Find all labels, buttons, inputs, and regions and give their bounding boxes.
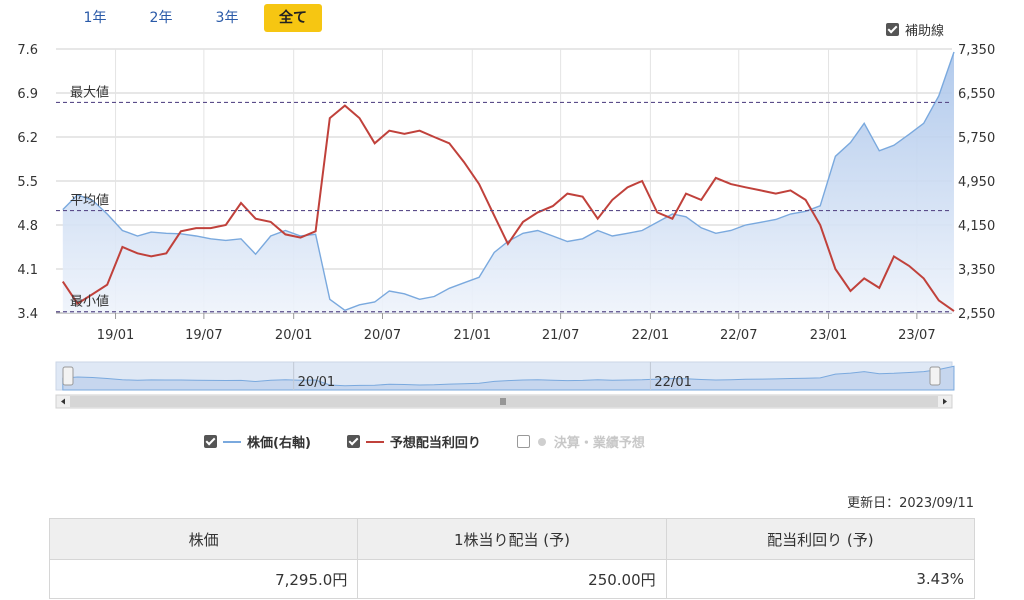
- y-left-tick: 5.5: [17, 175, 38, 190]
- x-tick-label: 22/07: [720, 328, 757, 343]
- y-left-tick: 6.2: [17, 131, 38, 146]
- header-dividend: 1株当り配当 (予): [357, 518, 667, 560]
- period-tabs: 1年 2年 3年 全て: [62, 4, 322, 32]
- tab-2-year[interactable]: 2年: [149, 10, 173, 26]
- price-area: [62, 52, 955, 313]
- x-tick-label: 20/07: [364, 328, 401, 343]
- x-tick-label: 21/07: [542, 328, 579, 343]
- value-dividend: 250.00円: [357, 559, 667, 599]
- x-tick-label: 19/01: [97, 328, 134, 343]
- aux-lines-label: 補助線: [905, 24, 945, 39]
- checkbox-unchecked-icon[interactable]: [516, 435, 530, 448]
- scroll-right-arrow-icon[interactable]: [943, 398, 947, 405]
- legend-item-price[interactable]: 株価(右軸): [204, 432, 311, 451]
- legend-line-icon: [223, 440, 241, 443]
- table-row: 7,295.0円 250.00円 3.43%: [48, 559, 976, 599]
- legend-line-icon: [365, 440, 384, 443]
- x-tick-label: 22/01: [632, 328, 669, 343]
- yield-line: [61, 104, 955, 312]
- y-right-tick: 6,550: [958, 87, 995, 102]
- legend-label-earnings: 決算・業績予想: [553, 436, 645, 451]
- navigator-tick-label: 22/01: [654, 375, 691, 390]
- legend-label-yield: 予想配当利回り: [389, 436, 481, 451]
- navigator-tick-label: 20/01: [298, 375, 335, 390]
- checkbox-checked-icon[interactable]: [346, 435, 360, 448]
- reference-label: 最小値: [70, 294, 109, 310]
- tab-1-year[interactable]: 1年: [83, 10, 107, 26]
- y-left-tick: 6.9: [17, 87, 38, 102]
- y-right-tick: 4,950: [958, 175, 995, 190]
- legend-label-price: 株価(右軸): [247, 436, 311, 451]
- x-tick-label: 21/01: [454, 328, 491, 343]
- checkbox-checked-icon[interactable]: [886, 23, 899, 36]
- y-right-tick: 5,750: [958, 131, 995, 146]
- y-left-tick: 3.4: [17, 307, 38, 322]
- tab-all[interactable]: 全て: [264, 4, 322, 32]
- legend-item-earnings[interactable]: 決算・業績予想: [516, 432, 645, 451]
- tab-3-year[interactable]: 3年: [215, 10, 239, 26]
- legend-dot-icon: [537, 437, 546, 446]
- x-tick-label: 23/07: [898, 328, 935, 343]
- value-price: 7,295.0円: [48, 559, 359, 599]
- legend-item-yield[interactable]: 予想配当利回り: [346, 432, 481, 451]
- price-line: [62, 51, 955, 312]
- legend: 株価(右軸) 予想配当利回り 決算・業績予想: [204, 432, 681, 451]
- value-yield: 3.43%: [665, 559, 976, 599]
- header-yield: 配当利回り (予): [665, 518, 976, 560]
- navigator-handle-left[interactable]: [62, 366, 74, 386]
- y-right-tick: 2,550: [958, 307, 995, 322]
- x-tick-label: 23/01: [810, 328, 847, 343]
- checkbox-checked-icon[interactable]: [204, 435, 217, 448]
- y-right-tick: 3,350: [958, 263, 995, 278]
- y-left-tick: 7.6: [17, 43, 38, 58]
- y-right-tick: 7,350: [958, 43, 995, 58]
- navigator-series: [62, 365, 955, 391]
- reference-label: 最大値: [70, 84, 109, 100]
- y-right-tick: 4,150: [958, 219, 995, 234]
- navigator-handle-right[interactable]: [929, 366, 941, 386]
- scrollbar-thumb[interactable]: [70, 396, 938, 407]
- yield-chart: 3.4 4.1 4.8 5.5 6.2 6.9 7.6 2,550 3,350 4,150 4,95…: [17, 43, 995, 409]
- y-left-tick: 4.1: [17, 263, 38, 278]
- x-tick-label: 19/07: [185, 328, 222, 343]
- scroll-left-arrow-icon[interactable]: [61, 398, 65, 405]
- summary-table: 株価 1株当り配当 (予) 配当利回り (予) 7,295.0円 250.00円…: [48, 518, 976, 599]
- y-left-tick: 4.8: [17, 219, 38, 234]
- aux-lines-toggle[interactable]: 補助線: [886, 20, 944, 39]
- x-tick-label: 20/01: [275, 328, 312, 343]
- table-header-row: 株価 1株当り配当 (予) 配当利回り (予): [48, 518, 976, 560]
- header-price: 株価: [48, 518, 359, 560]
- reference-label: 平均値: [70, 193, 109, 209]
- updated-date: 更新日：2023/09/11: [847, 496, 974, 511]
